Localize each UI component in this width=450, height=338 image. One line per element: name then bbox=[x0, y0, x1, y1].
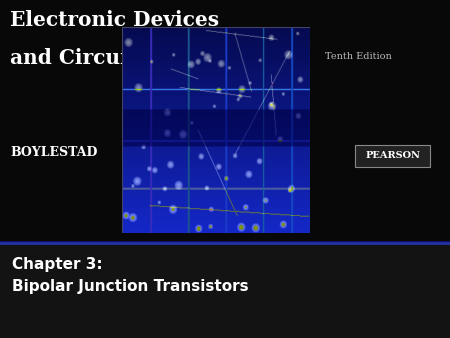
Text: PEARSON: PEARSON bbox=[365, 151, 420, 161]
Text: BOYLESTAD: BOYLESTAD bbox=[10, 146, 97, 160]
Text: Electronic Devices: Electronic Devices bbox=[10, 10, 219, 30]
Text: Tenth Edition: Tenth Edition bbox=[325, 52, 392, 61]
Text: and Circuit Theory: and Circuit Theory bbox=[10, 48, 222, 68]
Text: Chapter 3:: Chapter 3: bbox=[12, 257, 103, 272]
Text: Bipolar Junction Transistors: Bipolar Junction Transistors bbox=[12, 279, 248, 294]
Bar bbox=[355, 145, 430, 167]
Bar bbox=[122, 27, 310, 233]
Bar bbox=[0, 243, 450, 338]
